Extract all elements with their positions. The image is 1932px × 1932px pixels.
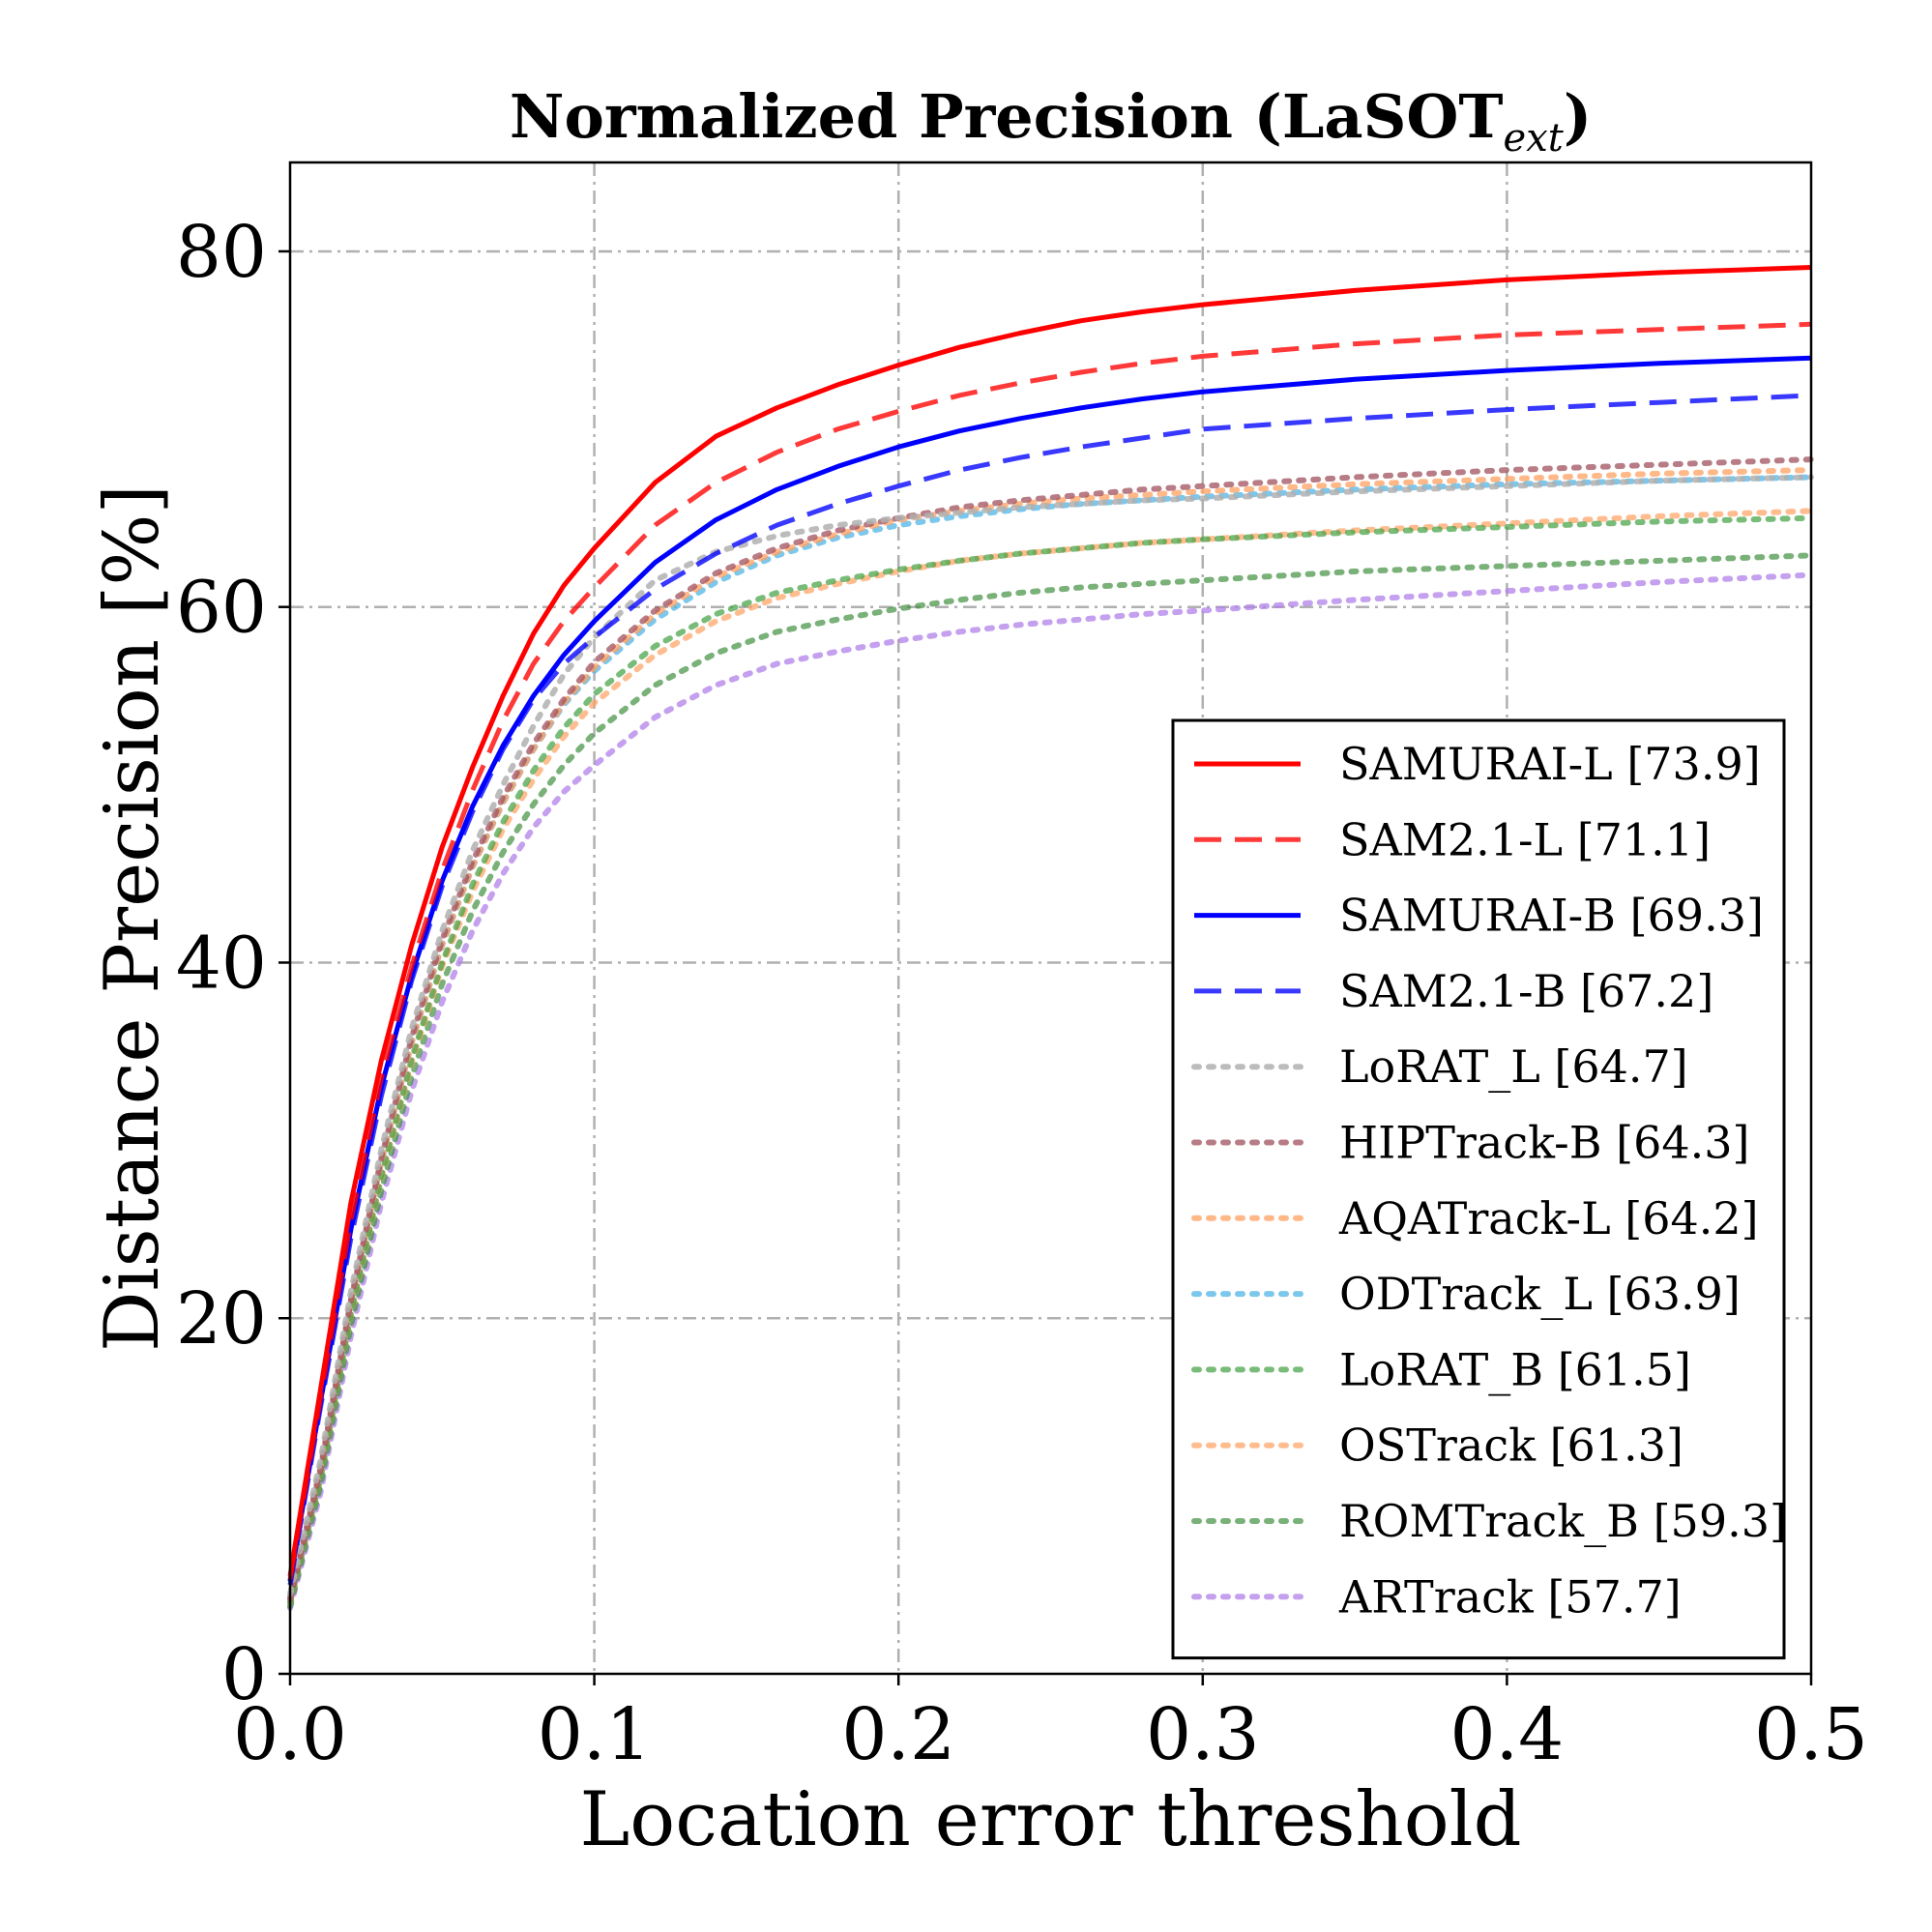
legend-label: LoRAT_L [64.7]	[1339, 1040, 1688, 1093]
chart-title-subscript: ext	[1504, 116, 1565, 161]
legend-label: SAM2.1-L [71.1]	[1339, 813, 1711, 865]
plot-frame	[288, 161, 1813, 1676]
legend-label: SAM2.1-B [67.2]	[1339, 965, 1713, 1017]
y-tick-label: 80	[176, 211, 267, 294]
legend-label: SAMURAI-L [73.9]	[1339, 738, 1761, 790]
series-line	[287, 552, 1814, 1610]
legend-label: HIPTrack-B [64.3]	[1339, 1117, 1749, 1169]
chart-title: Normalized Precision (LaSOText)	[510, 81, 1592, 161]
x-tick-label: 0.0	[233, 1693, 347, 1776]
y-tick-label: 0	[221, 1633, 267, 1716]
x-tick-label: 0.3	[1146, 1693, 1260, 1776]
series-line	[287, 514, 1814, 1606]
x-tick-label: 0.5	[1754, 1693, 1868, 1776]
series-layer	[287, 265, 1814, 1611]
y-tick-label: 60	[176, 567, 267, 650]
series-line	[287, 265, 1812, 1577]
legend-label: ARTrack [57.7]	[1338, 1570, 1682, 1623]
legend-label: LoRAT_B [61.5]	[1339, 1343, 1691, 1395]
series-line	[287, 321, 1812, 1580]
legend-box	[1171, 718, 1786, 1660]
x-tick-label: 0.1	[538, 1693, 652, 1776]
legend-label: ROMTrack_B [59.3]	[1339, 1495, 1787, 1547]
chart-title-main: Normalized Precision (LaSOT	[510, 81, 1504, 152]
legend-label: ODTrack_L [63.9]	[1339, 1268, 1741, 1320]
legend-label: AQATrack-L [64.2]	[1338, 1192, 1759, 1244]
y-tick-label: 40	[176, 922, 267, 1005]
legend: SAMURAI-L [73.9] SAM2.1-L [71.1] SAMURAI-B…	[1171, 718, 1787, 1660]
series-line	[287, 571, 1814, 1611]
y-tick-label: 20	[176, 1277, 267, 1361]
x-axis-label: Location error threshold	[579, 1776, 1521, 1863]
legend-label: OSTrack [61.3]	[1339, 1420, 1683, 1472]
x-tick-label: 0.4	[1450, 1693, 1565, 1776]
x-tick-label: 0.2	[841, 1693, 955, 1776]
legend-label: SAMURAI-B [69.3]	[1339, 890, 1764, 942]
axis-ticks: 0.0 0.1 0.2 0.3 0.4 0.5 0 20 40 60 80	[176, 211, 1868, 1776]
y-axis-label: Distance Precision [%]	[89, 484, 176, 1352]
chart-title-close: )	[1564, 81, 1592, 152]
series-line	[287, 456, 1814, 1602]
